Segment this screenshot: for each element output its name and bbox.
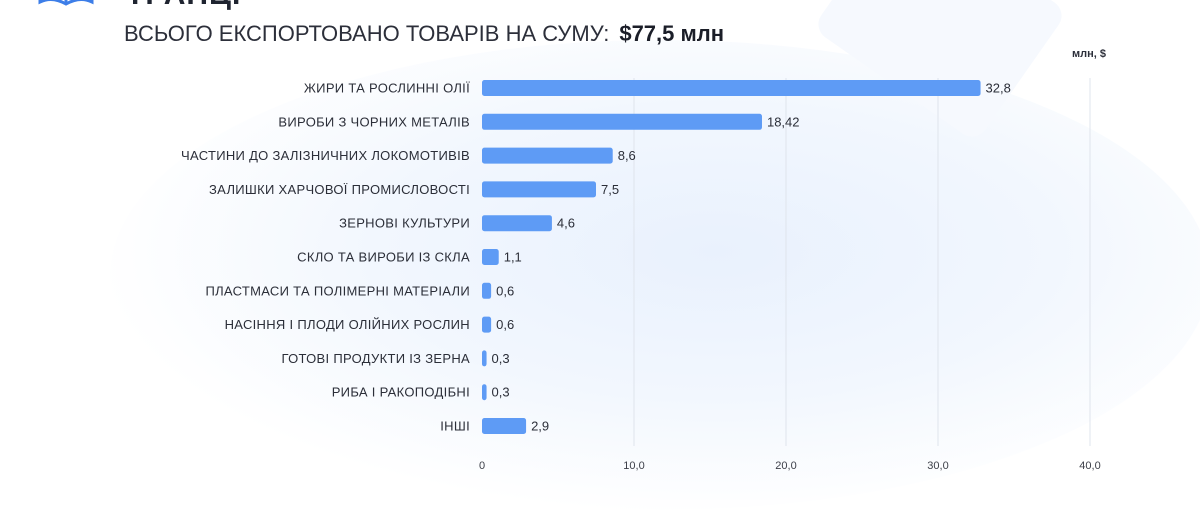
x-tick-label: 10,0 [623,460,644,472]
export-bar-chart: 0 10,0 20,0 30,0 40,0 ЖИРИ ТА РОСЛИННІ ОЛІЇ 3… [181,78,1101,472]
value-label: 0,3 [492,351,510,366]
bar-row: ЧАСТИНИ ДО ЗАЛІЗНИЧНИХ ЛОКОМОТИВІВ 8,6 [181,147,636,164]
bar-row: СКЛО ТА ВИРОБИ ІЗ СКЛА 1,1 [297,249,522,265]
bar [482,418,527,434]
bar-row: ГОТОВІ ПРОДУКТИ ІЗ ЗЕРНА 0,3 [281,350,510,367]
value-label: 0,6 [496,283,514,298]
bar-row: НАСІННЯ І ПЛОДИ ОЛІЙНИХ РОСЛИН 0,6 [225,316,514,333]
category-label: ІНШІ [440,419,470,434]
value-label: 7,5 [601,182,619,197]
export-summary: ВСЬОГО ЕКСПОРТОВАНО ТОВАРІВ НА СУМУ: $77,… [124,21,724,47]
bar [482,249,499,265]
category-label: ЖИРИ ТА РОСЛИННІ ОЛІЇ [304,81,470,96]
category-label: ГОТОВІ ПРОДУКТИ ІЗ ЗЕРНА [281,351,470,366]
value-label: 0,3 [492,385,510,400]
bar-row: ЖИРИ ТА РОСЛИННІ ОЛІЇ 32,8 [304,80,1011,96]
x-tick-label: 0 [479,460,485,472]
category-label: ЧАСТИНИ ДО ЗАЛІЗНИЧНИХ ЛОКОМОТИВІВ [181,148,470,163]
unit-label: млн, $ [1072,48,1106,60]
value-label: 1,1 [504,250,522,265]
category-label: РИБА І РАКОПОДІБНІ [332,385,470,400]
bar [482,384,487,401]
category-label: ЗЕРНОВІ КУЛЬТУРИ [339,216,470,231]
category-label: СКЛО ТА ВИРОБИ ІЗ СКЛА [297,250,470,265]
x-tick-label: 20,0 [775,460,796,472]
book-logo-icon [38,0,94,6]
category-label: ВИРОБИ З ЧОРНИХ МЕТАЛІВ [278,114,470,129]
bars: ЖИРИ ТА РОСЛИННІ ОЛІЇ 32,8 ВИРОБИ З ЧОРНИХ… [181,80,1011,434]
summary-total: $77,5 млн [619,21,725,46]
x-tick-label: 30,0 [927,460,948,472]
bar [482,215,552,232]
value-label: 2,9 [531,419,549,434]
value-label: 32,8 [986,81,1011,96]
value-label: 8,6 [618,148,636,163]
bar [482,181,596,198]
bar-row: ІНШІ 2,9 [440,418,549,434]
category-label: ЗАЛИШКИ ХАРЧОВОЇ ПРОМИСЛОВОСТІ [209,182,470,197]
x-tick-label: 40,0 [1079,460,1100,472]
value-label: 18,42 [767,114,800,129]
category-label: ПЛАСТМАСИ ТА ПОЛІМЕРНІ МАТЕРІАЛИ [205,283,470,298]
bar-row: ПЛАСТМАСИ ТА ПОЛІМЕРНІ МАТЕРІАЛИ 0,6 [205,282,514,299]
category-label: НАСІННЯ І ПЛОДИ ОЛІЙНИХ РОСЛИН [225,317,470,332]
bar [482,282,492,299]
bar-row: РИБА І РАКОПОДІБНІ 0,3 [332,384,510,401]
bar-row: ВИРОБИ З ЧОРНИХ МЕТАЛІВ 18,42 [278,113,800,130]
value-label: 4,6 [557,216,575,231]
bar [482,316,492,333]
bar [482,113,762,130]
x-axis-ticks: 0 10,0 20,0 30,0 40,0 [479,460,1101,472]
heading-partial: ТРАНЦІ [126,0,241,12]
value-label: 0,6 [496,317,514,332]
summary-title: ВСЬОГО ЕКСПОРТОВАНО ТОВАРІВ НА СУМУ: [124,21,610,46]
gridlines [633,78,1091,446]
bar-row: ЗЕРНОВІ КУЛЬТУРИ 4,6 [339,215,575,232]
bar-row: ЗАЛИШКИ ХАРЧОВОЇ ПРОМИСЛОВОСТІ 7,5 [209,181,619,198]
bar [482,350,487,367]
bar [482,147,613,164]
bar [482,80,981,96]
